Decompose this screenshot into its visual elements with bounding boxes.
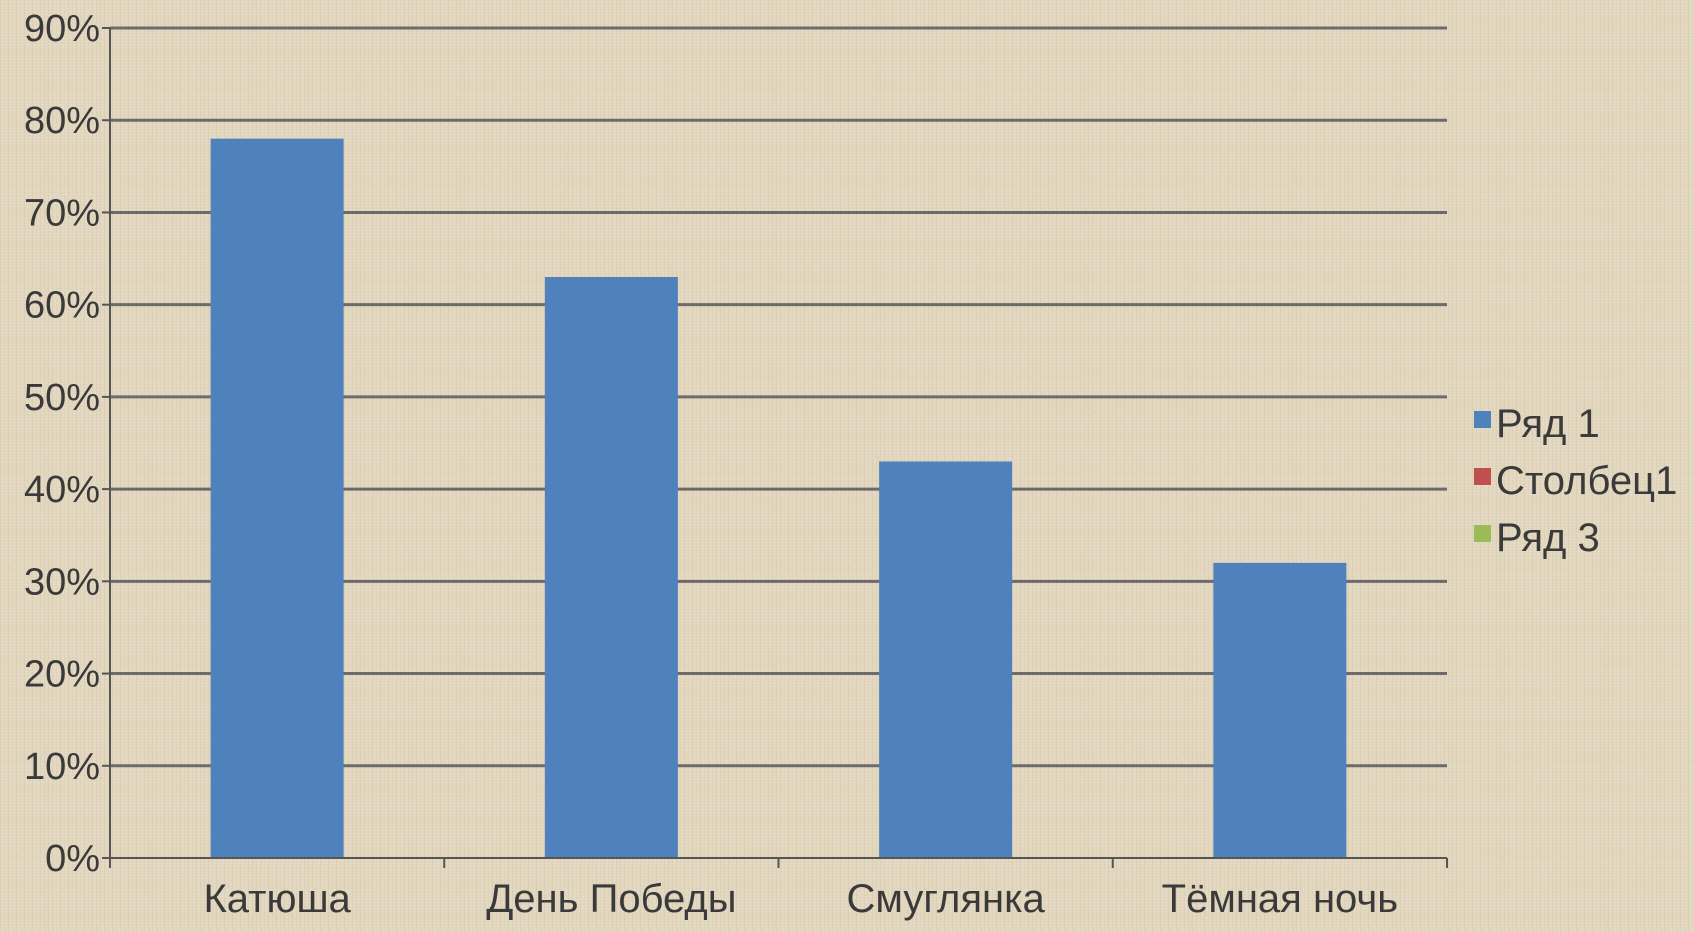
legend-swatch: [1474, 411, 1491, 428]
legend-item: Ряд 3: [1474, 516, 1600, 560]
bars: [210, 138, 1347, 858]
y-tick-label: 60%: [24, 285, 100, 327]
bar: [879, 461, 1013, 858]
x-category-labels: Катюша День Победы Смуглянка Тёмная ночь: [203, 877, 1398, 921]
y-tick-label: 20%: [24, 654, 100, 696]
x-category-label: Катюша: [203, 877, 351, 921]
y-tick-labels: 0% 10% 20% 30% 40% 50% 60% 70% 80% 90%: [24, 8, 100, 880]
y-tick-label: 90%: [24, 8, 100, 50]
y-tick-label: 50%: [24, 377, 100, 419]
x-category-label: Смуглянка: [846, 877, 1045, 921]
x-category-label: Тёмная ночь: [1162, 877, 1398, 921]
y-tick-label: 10%: [24, 746, 100, 788]
legend-label: Столбец1: [1496, 459, 1677, 503]
y-tick-label: 0%: [45, 838, 100, 880]
y-tick-label: 40%: [24, 469, 100, 511]
legend: Ряд 1 Столбец1 Ряд 3: [1474, 402, 1677, 560]
legend-swatch: [1474, 468, 1491, 485]
axes: [102, 27, 1448, 868]
bar: [1213, 562, 1347, 858]
legend-item: Столбец1: [1474, 459, 1677, 503]
y-tick-label: 30%: [24, 561, 100, 603]
y-tick-label: 70%: [24, 192, 100, 234]
legend-swatch: [1474, 525, 1491, 542]
x-category-label: День Победы: [486, 877, 736, 921]
bar: [544, 277, 678, 858]
legend-item: Ряд 1: [1474, 402, 1600, 446]
legend-label: Ряд 3: [1496, 516, 1600, 560]
y-tick-label: 80%: [24, 100, 100, 142]
bar: [210, 138, 344, 858]
legend-label: Ряд 1: [1496, 402, 1600, 446]
